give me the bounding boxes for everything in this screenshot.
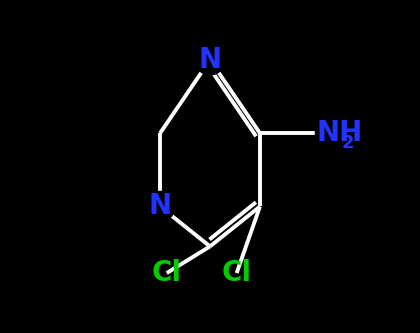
Circle shape <box>195 45 225 75</box>
Bar <box>315 118 368 148</box>
Circle shape <box>145 191 175 221</box>
Text: N: N <box>149 192 172 220</box>
Text: N: N <box>198 46 222 74</box>
Text: NH: NH <box>317 119 363 147</box>
Text: Cl: Cl <box>222 259 252 287</box>
Text: 2: 2 <box>341 134 354 152</box>
Text: Cl: Cl <box>152 259 182 287</box>
